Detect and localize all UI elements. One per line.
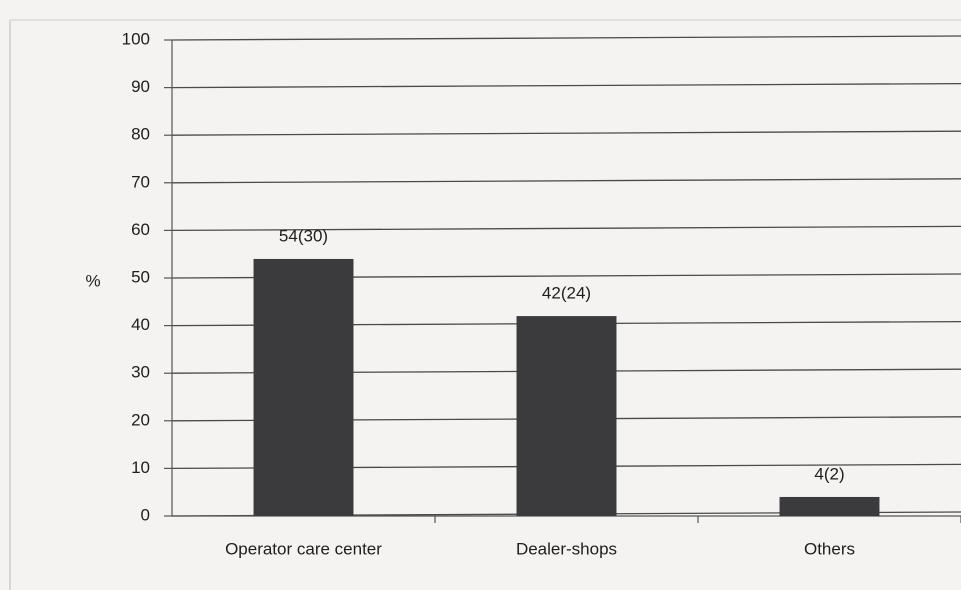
grid-line xyxy=(171,130,961,136)
data-label: 54(30) xyxy=(279,226,328,245)
bar xyxy=(516,316,617,516)
y-tick-label: 90 xyxy=(131,77,150,96)
y-tick-label: 30 xyxy=(131,363,150,382)
y-tick-label: 10 xyxy=(131,458,150,477)
y-tick-label: 60 xyxy=(131,220,150,239)
y-tick-label: 100 xyxy=(122,29,150,48)
y-tick-label: 80 xyxy=(131,125,150,144)
y-tick-label: 20 xyxy=(131,410,150,429)
grid-line xyxy=(171,178,961,184)
x-tick-label: Others xyxy=(804,539,855,558)
y-tick-label: 50 xyxy=(131,267,150,286)
y-axis-label: % xyxy=(85,271,100,290)
data-label: 4(2) xyxy=(814,464,844,483)
grid-line xyxy=(171,225,961,232)
x-tick-label: Operator care center xyxy=(225,539,382,558)
y-tick-label: 70 xyxy=(131,172,150,191)
x-tick-label: Dealer-shops xyxy=(516,539,617,558)
bar xyxy=(253,258,354,516)
bar xyxy=(779,496,880,516)
y-tick-label: 40 xyxy=(131,315,150,334)
data-label: 42(24) xyxy=(542,284,591,303)
grid-line xyxy=(171,82,961,89)
grid-line xyxy=(171,35,961,41)
y-tick-label: 0 xyxy=(141,505,150,524)
